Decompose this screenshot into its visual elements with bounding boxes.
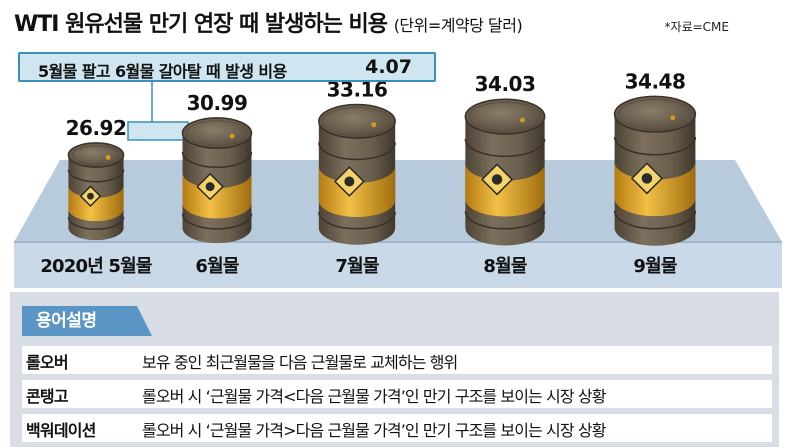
glossary-definition: 롤오버 시 ‘근월물 가격>다음 근월물 가격’인 만기 구조를 보이는 시장 … [142,421,606,440]
glossary-definition: 보유 중인 최근월물을 다음 근월물로 교체하는 행위 [142,353,458,372]
category-label: 8월물 [483,256,526,277]
barrel-bar [181,117,253,244]
chart-title: WTI 원유선물 만기 연장 때 발생하는 비용 (단위=계약당 달러) [14,6,523,38]
value-label: 26.92 [66,116,127,140]
barrel-bar [464,98,546,246]
barrel-bar [67,142,125,241]
platform-front [14,242,782,288]
glossary-definition: 롤오버 시 ‘근월물 가격<다음 근월물 가격’인 만기 구조를 보이는 시장 … [142,387,606,406]
source-note: *자료=CME [664,20,729,34]
unit-note: (단위=계약당 달러) [393,16,523,35]
glossary-heading: 용어설명 [22,306,152,336]
category-label: 6월물 [195,256,238,277]
glossary-term: 롤오버 [26,353,69,372]
glossary-row: 콘탱고 롤오버 시 ‘근월물 가격<다음 근월물 가격’인 만기 구조를 보이는… [22,380,772,408]
barrels-group [67,95,697,246]
glossary-term: 콘탱고 [26,387,69,406]
glossary-term: 백워데이션 [26,421,96,440]
cost-callout: 5월물 팔고 6월물 갈아탈 때 발생 비용 4.07 [18,52,436,82]
category-label: 2020년 5월물 [40,256,152,277]
barrel-bar [613,95,697,246]
value-label: 34.03 [475,72,536,96]
glossary-row: 백워데이션 롤오버 시 ‘근월물 가격>다음 근월물 가격’인 만기 구조를 보… [22,414,772,442]
difference-bracket [127,121,189,141]
callout-label: 5월물 팔고 6월물 갈아탈 때 발생 비용 [38,62,287,81]
value-label: 34.48 [625,69,686,93]
category-label: 9월물 [633,256,676,277]
chart-title-text: WTI 원유선물 만기 연장 때 발생하는 비용 [14,12,388,37]
callout-value: 4.07 [365,56,412,78]
barrel-bar [318,103,396,245]
category-label: 7월물 [335,256,378,277]
glossary-row: 롤오버 보유 중인 최근월물을 다음 근월물로 교체하는 행위 [22,346,772,374]
value-label: 30.99 [187,91,248,115]
